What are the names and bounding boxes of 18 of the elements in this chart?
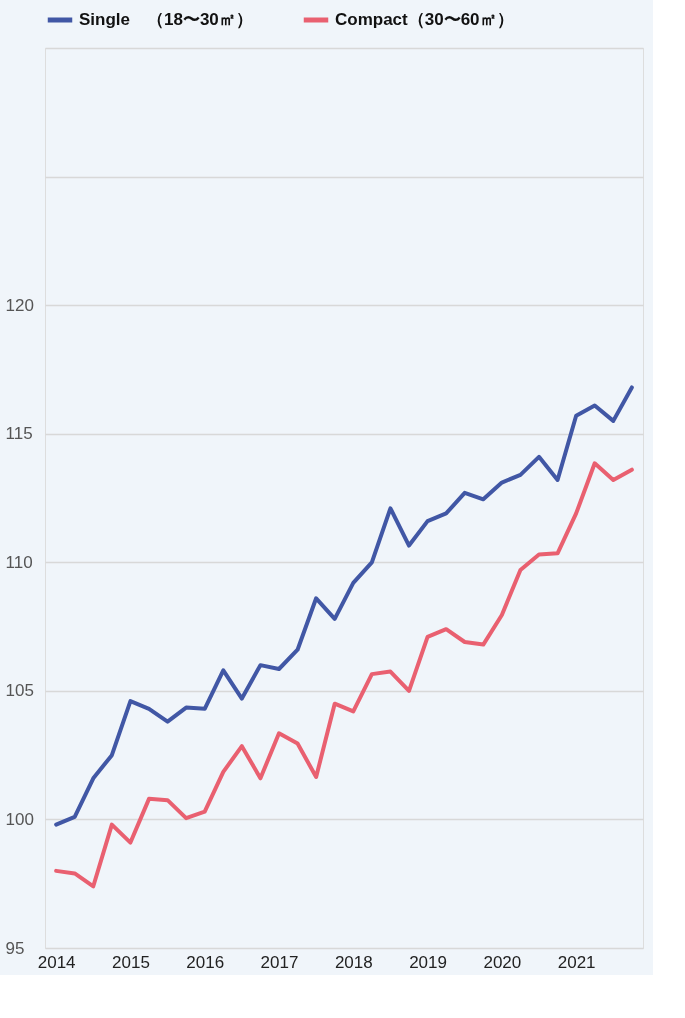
y-tick-label: 115 [5, 424, 33, 444]
x-tick-label: 2014 [37, 952, 76, 972]
x-tick-label: 2016 [186, 952, 225, 972]
y-tick-label: 105 [5, 681, 34, 701]
legend-label: Compact（30〜60㎡） [335, 10, 514, 29]
y-tick-label: 110 [5, 552, 33, 572]
y-tick-label: 120 [5, 295, 34, 315]
x-tick-label: 2017 [260, 952, 299, 972]
x-tick-label: 2018 [334, 952, 373, 972]
legend-label: Single （18〜30㎡） [79, 10, 253, 29]
x-tick-label: 2015 [112, 952, 150, 972]
y-tick-label: 100 [5, 809, 34, 829]
line-series [54, 385, 634, 827]
line-series [54, 461, 634, 889]
x-tick-label: 2021 [557, 952, 596, 972]
x-tick-label: 2019 [409, 952, 447, 972]
x-tick-label: 2020 [483, 952, 522, 972]
y-tick-label: 95 [5, 938, 25, 958]
